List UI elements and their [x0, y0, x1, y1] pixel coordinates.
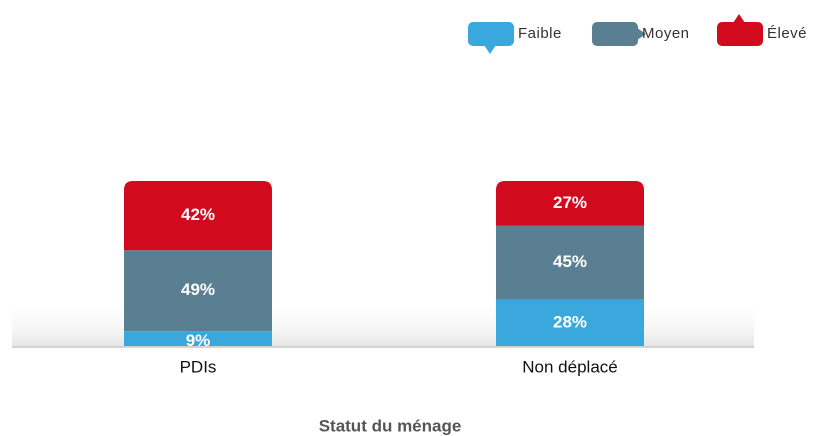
bar-segment	[496, 299, 644, 346]
legend-label: Faible	[518, 25, 562, 42]
x-tick-label: Non déplacé	[522, 357, 617, 376]
legend-label: Moyen	[642, 25, 690, 42]
legend-swatch	[717, 22, 763, 46]
legend-swatch	[468, 22, 514, 46]
x-axis-title: Statut du ménage	[319, 416, 462, 435]
legend-swatch-pointer	[733, 14, 745, 23]
legend-swatch	[592, 22, 638, 46]
value-label: 45%	[553, 252, 587, 271]
legend-swatch-pointer	[484, 45, 496, 54]
value-label: 27%	[553, 193, 587, 212]
bar-segment	[124, 331, 272, 346]
value-label: 9%	[186, 331, 211, 350]
x-tick-label: PDIs	[180, 357, 217, 376]
value-label: 49%	[181, 280, 215, 299]
legend-label: Élevé	[767, 25, 807, 42]
legend-swatch-pointer	[637, 28, 646, 40]
value-label: 42%	[181, 205, 215, 224]
bar-segment	[124, 250, 272, 332]
bar-segment	[496, 181, 644, 226]
bar-segment	[496, 225, 644, 300]
value-label: 28%	[553, 312, 587, 331]
bar-segment	[124, 181, 272, 251]
